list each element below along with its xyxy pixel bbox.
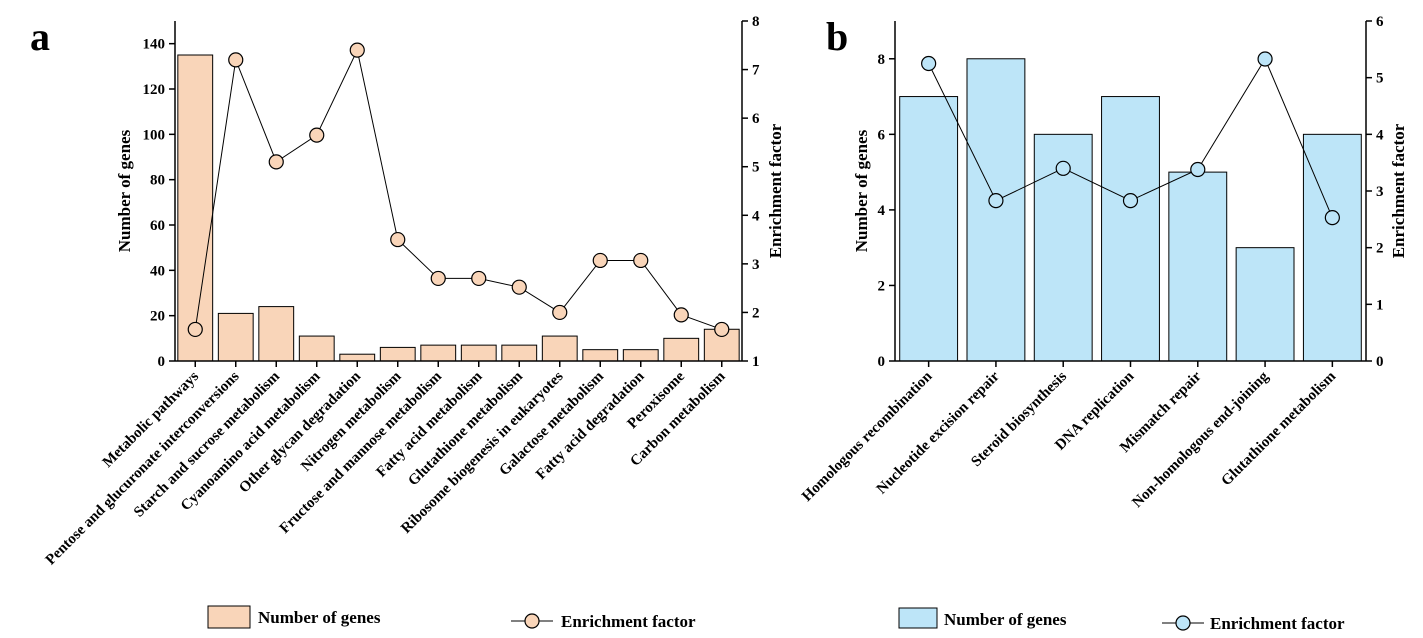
x-tick-label: Glutathione metabolism bbox=[1219, 368, 1340, 489]
enrichment-point bbox=[1055, 160, 1071, 176]
legend: Number of genes Enrichment factor bbox=[207, 605, 696, 631]
legend-bar-label: Number of genes bbox=[944, 610, 1067, 629]
enrichment-point bbox=[633, 252, 649, 269]
panel-label: b bbox=[826, 14, 848, 59]
x-tick-label: Nucleotide excision repair bbox=[874, 368, 1003, 497]
bar bbox=[177, 54, 214, 362]
y-tick-label: 0 bbox=[158, 354, 166, 370]
legend-marker-swatch bbox=[524, 613, 540, 629]
y-tick-label: 80 bbox=[150, 173, 165, 189]
y2-tick-label: 6 bbox=[752, 111, 760, 127]
bar bbox=[420, 344, 457, 362]
y-axis-title: Number of genes bbox=[115, 129, 134, 252]
bar bbox=[1168, 171, 1228, 362]
bar bbox=[1101, 96, 1160, 362]
enrichment-point bbox=[228, 52, 244, 68]
enrichment-point bbox=[1122, 193, 1139, 209]
enrichment-point bbox=[309, 127, 325, 143]
y2-tick-label: 6 bbox=[1376, 14, 1384, 30]
enrichment-point bbox=[1257, 51, 1273, 67]
y2-tick-label: 2 bbox=[752, 305, 760, 321]
bar bbox=[339, 353, 376, 362]
y2-tick-label: 0 bbox=[1376, 354, 1384, 370]
enrichment-point bbox=[921, 55, 937, 72]
y-axis-title: Number of genes bbox=[852, 129, 871, 252]
y2-tick-label: 3 bbox=[1376, 184, 1384, 200]
y2-tick-label: 1 bbox=[752, 354, 760, 370]
x-tick-label: Starch and sucrose metabolism bbox=[131, 368, 283, 520]
y2-tick-label: 7 bbox=[752, 63, 760, 79]
y-tick-label: 60 bbox=[150, 218, 165, 234]
legend-line-label: Enrichment factor bbox=[1210, 614, 1345, 633]
y-tick-label: 40 bbox=[150, 263, 165, 279]
bar bbox=[966, 58, 1026, 362]
enrichment-point bbox=[1324, 210, 1340, 226]
y-tick-label: 120 bbox=[143, 82, 166, 98]
y2-tick-label: 2 bbox=[1376, 241, 1384, 257]
y2-axis-title: Enrichment factor bbox=[1389, 123, 1408, 258]
legend: Number of genes Enrichment factor bbox=[898, 607, 1345, 633]
legend-marker-swatch bbox=[1175, 615, 1191, 631]
bar bbox=[541, 335, 578, 362]
bar bbox=[582, 349, 619, 362]
panel-label: a bbox=[30, 14, 50, 59]
bar bbox=[622, 349, 659, 362]
enrichment-point bbox=[714, 321, 730, 338]
enrichment-point bbox=[349, 42, 365, 58]
y2-tick-label: 1 bbox=[1376, 297, 1384, 313]
enrichment-line bbox=[194, 48, 722, 330]
y-tick-label: 100 bbox=[143, 127, 166, 143]
bar bbox=[1302, 133, 1362, 362]
bar bbox=[258, 306, 295, 362]
enrichment-point bbox=[673, 307, 689, 323]
x-tick-label: Non-homologous end-joining bbox=[1129, 368, 1272, 511]
legend-line-label: Enrichment factor bbox=[561, 612, 696, 631]
y2-tick-label: 5 bbox=[752, 160, 760, 176]
enrichment-point bbox=[268, 154, 284, 170]
bar bbox=[899, 96, 959, 362]
bar bbox=[298, 335, 335, 362]
enrichment-point bbox=[552, 304, 568, 321]
x-tick-label: Homologous recombination bbox=[799, 368, 936, 505]
panel-b: b 0 2 4 6 8 0 1 2 3 4 5 6 Homologous recombinationNuc… bbox=[799, 14, 1408, 633]
bar bbox=[501, 344, 538, 362]
y-tick-label: 6 bbox=[878, 127, 886, 143]
enrichment-point bbox=[988, 193, 1004, 209]
bar bbox=[1235, 247, 1295, 362]
y2-tick-label: 4 bbox=[1376, 127, 1384, 143]
y2-axis-title: Enrichment factor bbox=[766, 123, 785, 258]
bar bbox=[663, 337, 700, 362]
enrichment-point bbox=[511, 279, 527, 295]
y2-tick-label: 5 bbox=[1376, 71, 1384, 87]
y-tick-label: 2 bbox=[878, 278, 886, 294]
y-tick-label: 20 bbox=[150, 309, 165, 325]
enrichment-point bbox=[187, 321, 203, 338]
enrichment-point bbox=[430, 270, 446, 287]
legend-bar-swatch bbox=[207, 605, 251, 629]
y2-tick-label: 4 bbox=[752, 208, 760, 224]
enrichment-point bbox=[592, 252, 608, 269]
enrichment-point bbox=[471, 270, 487, 287]
bar bbox=[460, 344, 497, 362]
bar bbox=[217, 312, 254, 362]
legend-bar-label: Number of genes bbox=[258, 608, 381, 627]
bar bbox=[379, 346, 416, 362]
enrichment-point bbox=[1190, 161, 1206, 178]
y2-tick-label: 8 bbox=[752, 14, 760, 30]
y-tick-label: 4 bbox=[878, 203, 886, 219]
y-tick-label: 0 bbox=[878, 354, 886, 370]
y-tick-label: 8 bbox=[878, 52, 886, 68]
y-tick-label: 140 bbox=[143, 37, 166, 53]
y2-tick-label: 3 bbox=[752, 257, 760, 273]
legend-bar-swatch bbox=[898, 607, 938, 629]
enrichment-point bbox=[390, 231, 406, 248]
